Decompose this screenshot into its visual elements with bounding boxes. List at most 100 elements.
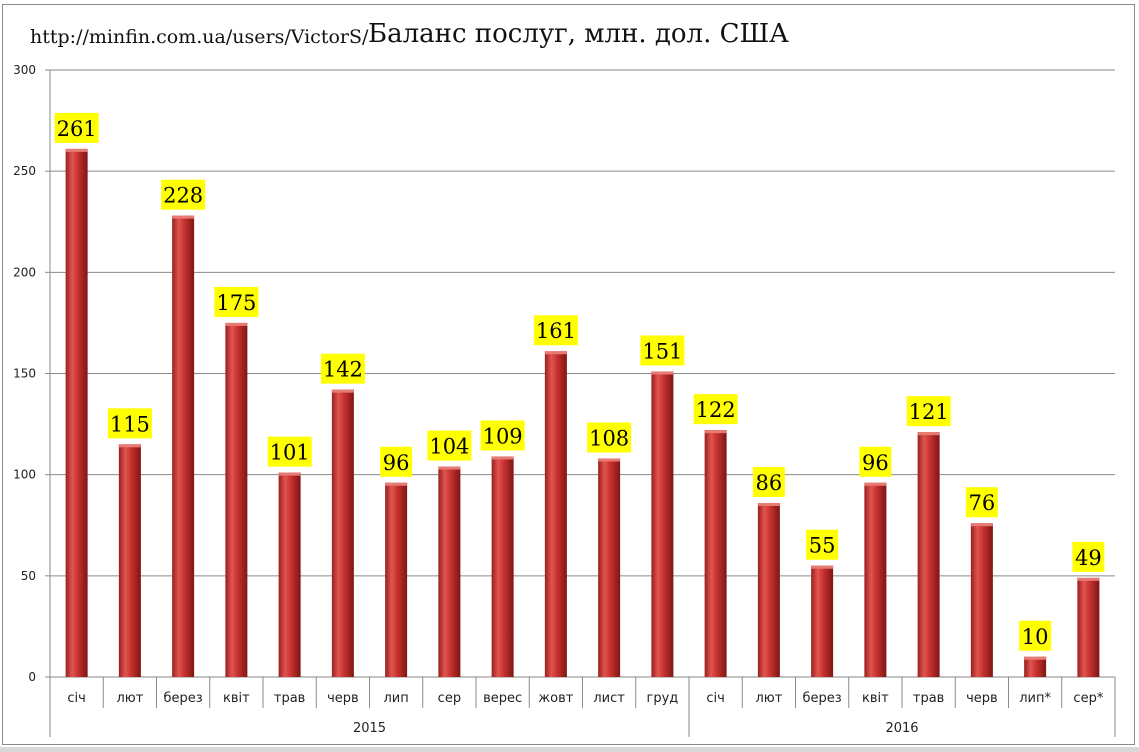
x-tick-label: квіт — [862, 691, 889, 706]
data-label: 76 — [969, 491, 996, 515]
bottom-bar — [0, 747, 1139, 752]
data-label: 49 — [1075, 546, 1102, 570]
y-tick-label: 200 — [13, 265, 36, 279]
bar-top — [385, 482, 408, 486]
bar-top — [544, 351, 567, 355]
data-label-bg — [1019, 620, 1052, 651]
bar-top — [1077, 577, 1100, 581]
bar-top — [917, 432, 940, 436]
data-label-bg — [267, 436, 312, 467]
x-tick-label: груд — [646, 691, 678, 706]
bar — [811, 565, 834, 677]
data-label-bg — [859, 446, 892, 477]
bar — [1024, 656, 1047, 677]
data-label: 121 — [909, 400, 949, 424]
x-tick-label: сер — [438, 691, 461, 706]
chart-frame — [2, 4, 1135, 745]
bar-top — [1024, 656, 1047, 660]
x-tick-label: жовт — [538, 691, 573, 706]
data-label: 122 — [696, 398, 736, 422]
data-label-bg — [107, 408, 152, 439]
data-label: 161 — [536, 319, 576, 343]
bar — [491, 456, 514, 677]
bar — [438, 466, 461, 677]
bar — [1077, 577, 1100, 677]
y-tick-label: 150 — [13, 367, 36, 381]
x-tick-label: сер* — [1073, 691, 1103, 706]
data-label-bg — [640, 335, 685, 366]
data-label-bg — [1072, 541, 1105, 572]
x-tick-label: квіт — [223, 691, 250, 706]
data-label-bg — [587, 422, 632, 453]
data-label-bg — [427, 430, 472, 461]
y-tick-label: 300 — [13, 63, 36, 77]
data-label-bg — [380, 446, 413, 477]
x-group-label: 2015 — [353, 721, 386, 736]
x-tick-label: лют — [755, 691, 782, 706]
data-label-bg — [965, 487, 998, 518]
data-label-bg — [533, 315, 578, 346]
bar-top — [598, 458, 621, 462]
data-label-bg — [161, 179, 206, 210]
data-label: 108 — [589, 426, 629, 450]
data-label: 142 — [323, 358, 363, 382]
data-label: 109 — [483, 424, 523, 448]
data-label: 104 — [429, 435, 469, 459]
data-label: 96 — [383, 451, 410, 475]
bar-top — [811, 565, 834, 569]
bar — [917, 432, 940, 677]
x-tick-label: верес — [483, 691, 522, 706]
bar — [385, 482, 408, 677]
bar — [651, 371, 674, 677]
bar — [118, 444, 141, 677]
data-label: 101 — [270, 441, 310, 465]
bar-top — [864, 482, 887, 486]
y-tick-label: 50 — [21, 569, 36, 583]
bar-top — [970, 523, 993, 527]
x-tick-label: черв — [966, 691, 998, 706]
bar-top — [225, 322, 248, 326]
data-label: 10 — [1022, 625, 1049, 649]
data-label-bg — [480, 420, 525, 451]
y-tick-label: 100 — [13, 468, 36, 482]
data-label-bg — [752, 466, 785, 497]
y-tick-label: 0 — [28, 670, 36, 684]
bar-top — [118, 444, 141, 448]
bar — [704, 430, 727, 677]
bar — [864, 482, 887, 677]
bar-top — [704, 430, 727, 434]
bar — [544, 351, 567, 677]
bar — [598, 458, 621, 677]
data-label: 115 — [110, 412, 150, 436]
x-tick-label: черв — [327, 691, 359, 706]
chart-title: Баланс послуг, млн. дол. США — [368, 19, 789, 49]
bar — [757, 502, 780, 677]
bar — [331, 389, 354, 677]
bar-top — [651, 371, 674, 375]
bar — [172, 215, 195, 677]
x-tick-label: лист — [593, 691, 625, 706]
data-label-bg — [320, 353, 365, 384]
bar-top — [172, 215, 195, 219]
x-tick-label: лип — [383, 691, 408, 706]
data-label-bg — [214, 286, 259, 317]
bar — [65, 148, 88, 677]
x-tick-label: берез — [803, 691, 842, 706]
data-label: 175 — [216, 291, 256, 315]
bar-top — [757, 502, 780, 506]
bar — [970, 523, 993, 677]
data-label: 86 — [756, 471, 783, 495]
data-label: 96 — [862, 451, 889, 475]
data-label: 261 — [57, 117, 97, 141]
bar — [225, 322, 248, 677]
x-tick-label: берез — [164, 691, 203, 706]
bar-top — [278, 472, 301, 476]
bar-top — [331, 389, 354, 393]
chart-subtitle: http://minfin.com.ua/users/VictorS/ — [30, 26, 369, 48]
data-label-bg — [906, 396, 951, 427]
data-label: 151 — [642, 339, 682, 363]
x-tick-label: лют — [116, 691, 143, 706]
data-label-bg — [693, 394, 738, 425]
data-label: 228 — [163, 184, 203, 208]
